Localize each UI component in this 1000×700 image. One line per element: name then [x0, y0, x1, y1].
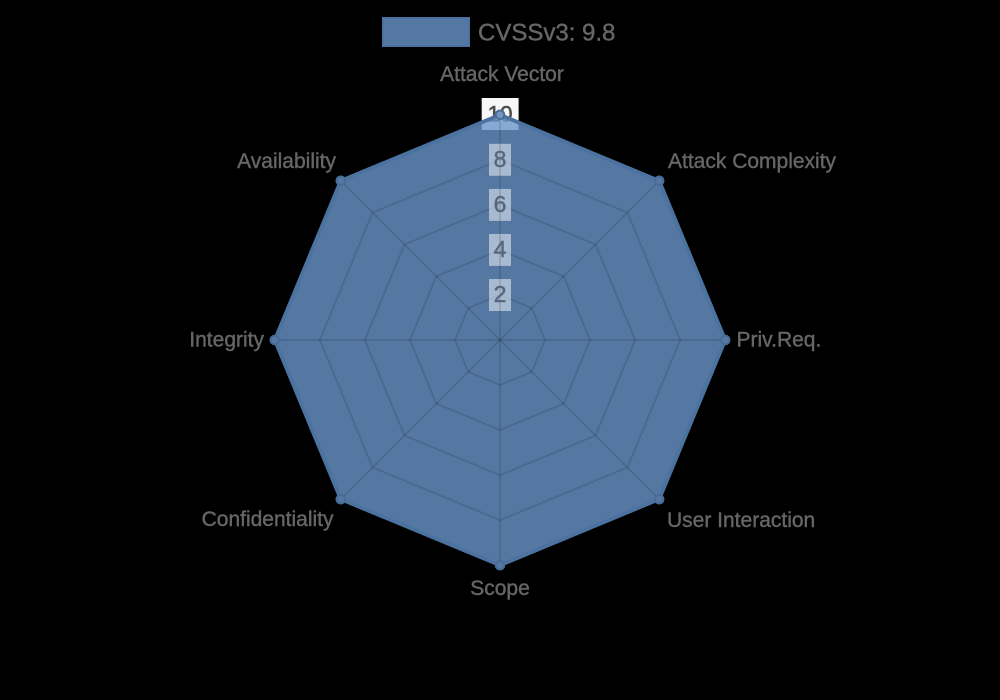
svg-text:CVSSv3: 9.8: CVSSv3: 9.8	[478, 20, 615, 47]
svg-text:6: 6	[494, 191, 507, 217]
svg-text:8: 8	[494, 146, 507, 172]
svg-text:Integrity: Integrity	[189, 329, 264, 352]
svg-text:Availability: Availability	[237, 150, 336, 173]
svg-text:Attack Complexity: Attack Complexity	[668, 150, 837, 173]
svg-text:Confidentiality: Confidentiality	[202, 508, 334, 531]
svg-text:Scope: Scope	[470, 577, 530, 600]
svg-text:2: 2	[494, 281, 507, 307]
svg-text:Attack Vector: Attack Vector	[440, 63, 564, 86]
svg-text:4: 4	[494, 236, 507, 262]
svg-text:Priv.Req.: Priv.Req.	[737, 329, 822, 352]
svg-text:User Interaction: User Interaction	[667, 509, 815, 532]
